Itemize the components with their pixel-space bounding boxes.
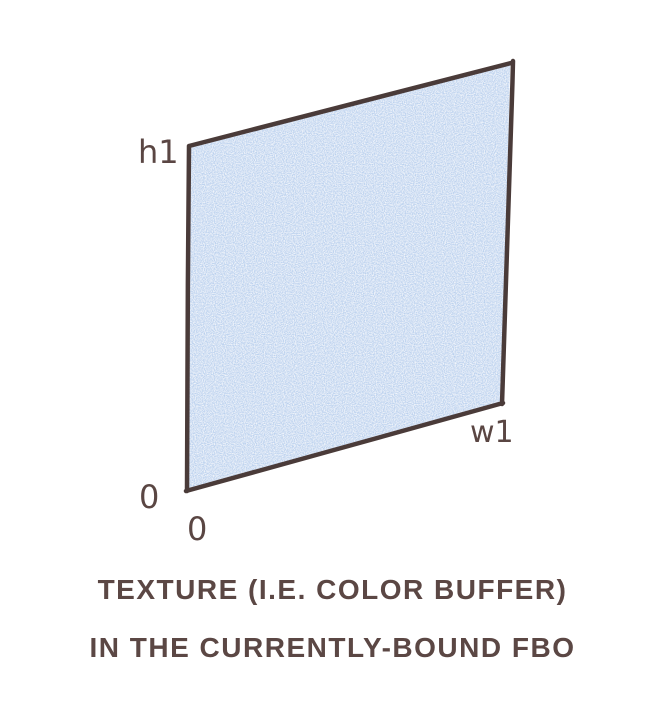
svg-text:h1: h1 xyxy=(138,133,179,171)
caption-line-2: IN THE CURRENTLY-BOUND FBO xyxy=(89,632,576,663)
origin-y-label: 0 xyxy=(139,478,159,516)
caption-line-1: TEXTURE (I.E. COLOR BUFFER) xyxy=(97,574,568,605)
texture-quad-fill xyxy=(186,65,510,490)
height-label: h1 xyxy=(138,133,179,171)
origin-x-label: 0 xyxy=(187,510,207,548)
svg-text:w1: w1 xyxy=(470,415,514,450)
texture-quad-outline xyxy=(183,58,516,494)
width-label: w1 xyxy=(470,415,514,450)
